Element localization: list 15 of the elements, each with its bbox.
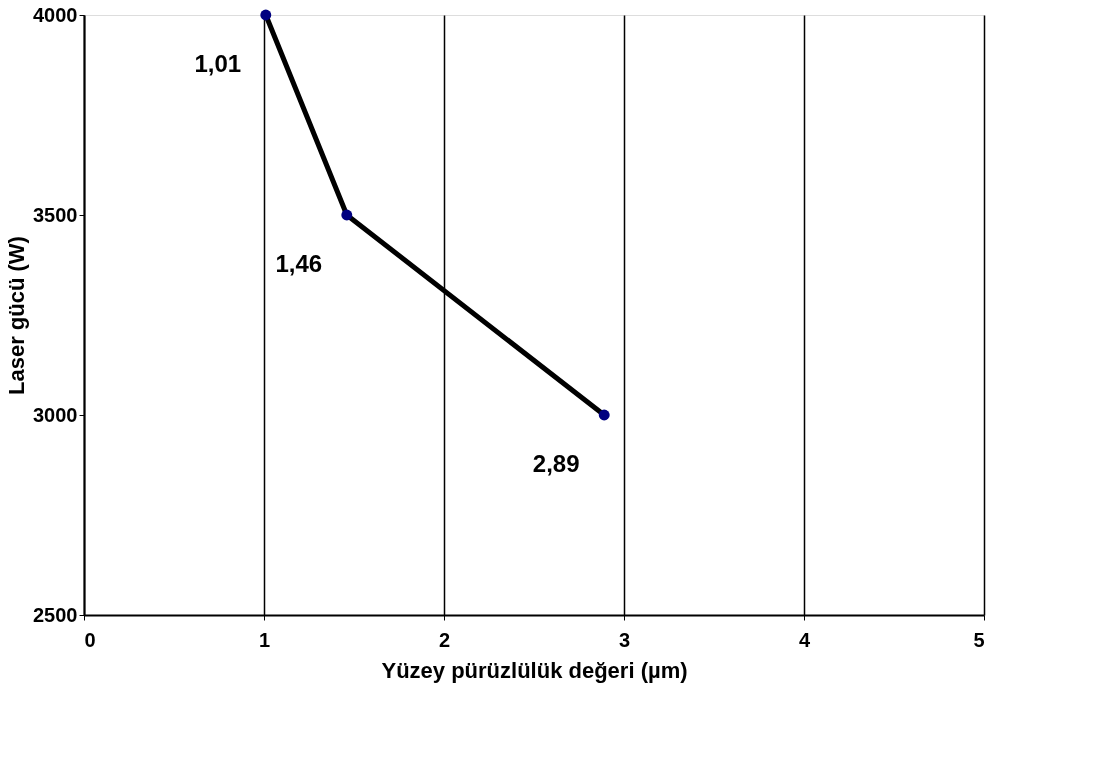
y-tick-label: 4000 <box>33 3 78 26</box>
x-tick-label: 1 <box>258 628 271 651</box>
x-axis-title: Yüzey pürüzlülük değeri (µm) <box>381 657 688 683</box>
x-tick-label: 2 <box>438 628 451 651</box>
x-tick-label: 0 <box>84 628 96 651</box>
y-axis-title: Laser gücü (W) <box>4 236 30 395</box>
y-tick-label: 3500 <box>33 203 78 226</box>
y-tick-label: 3000 <box>33 403 78 426</box>
x-tick-label: 3 <box>618 628 631 651</box>
x-tick-label: 5 <box>973 628 985 651</box>
annotation: 1,46 <box>275 250 323 277</box>
x-tick-label: 4 <box>798 628 811 651</box>
y-tick-label: 2500 <box>33 603 78 626</box>
annotation: 1,01 <box>194 50 242 77</box>
annotation: 2,89 <box>532 450 580 477</box>
